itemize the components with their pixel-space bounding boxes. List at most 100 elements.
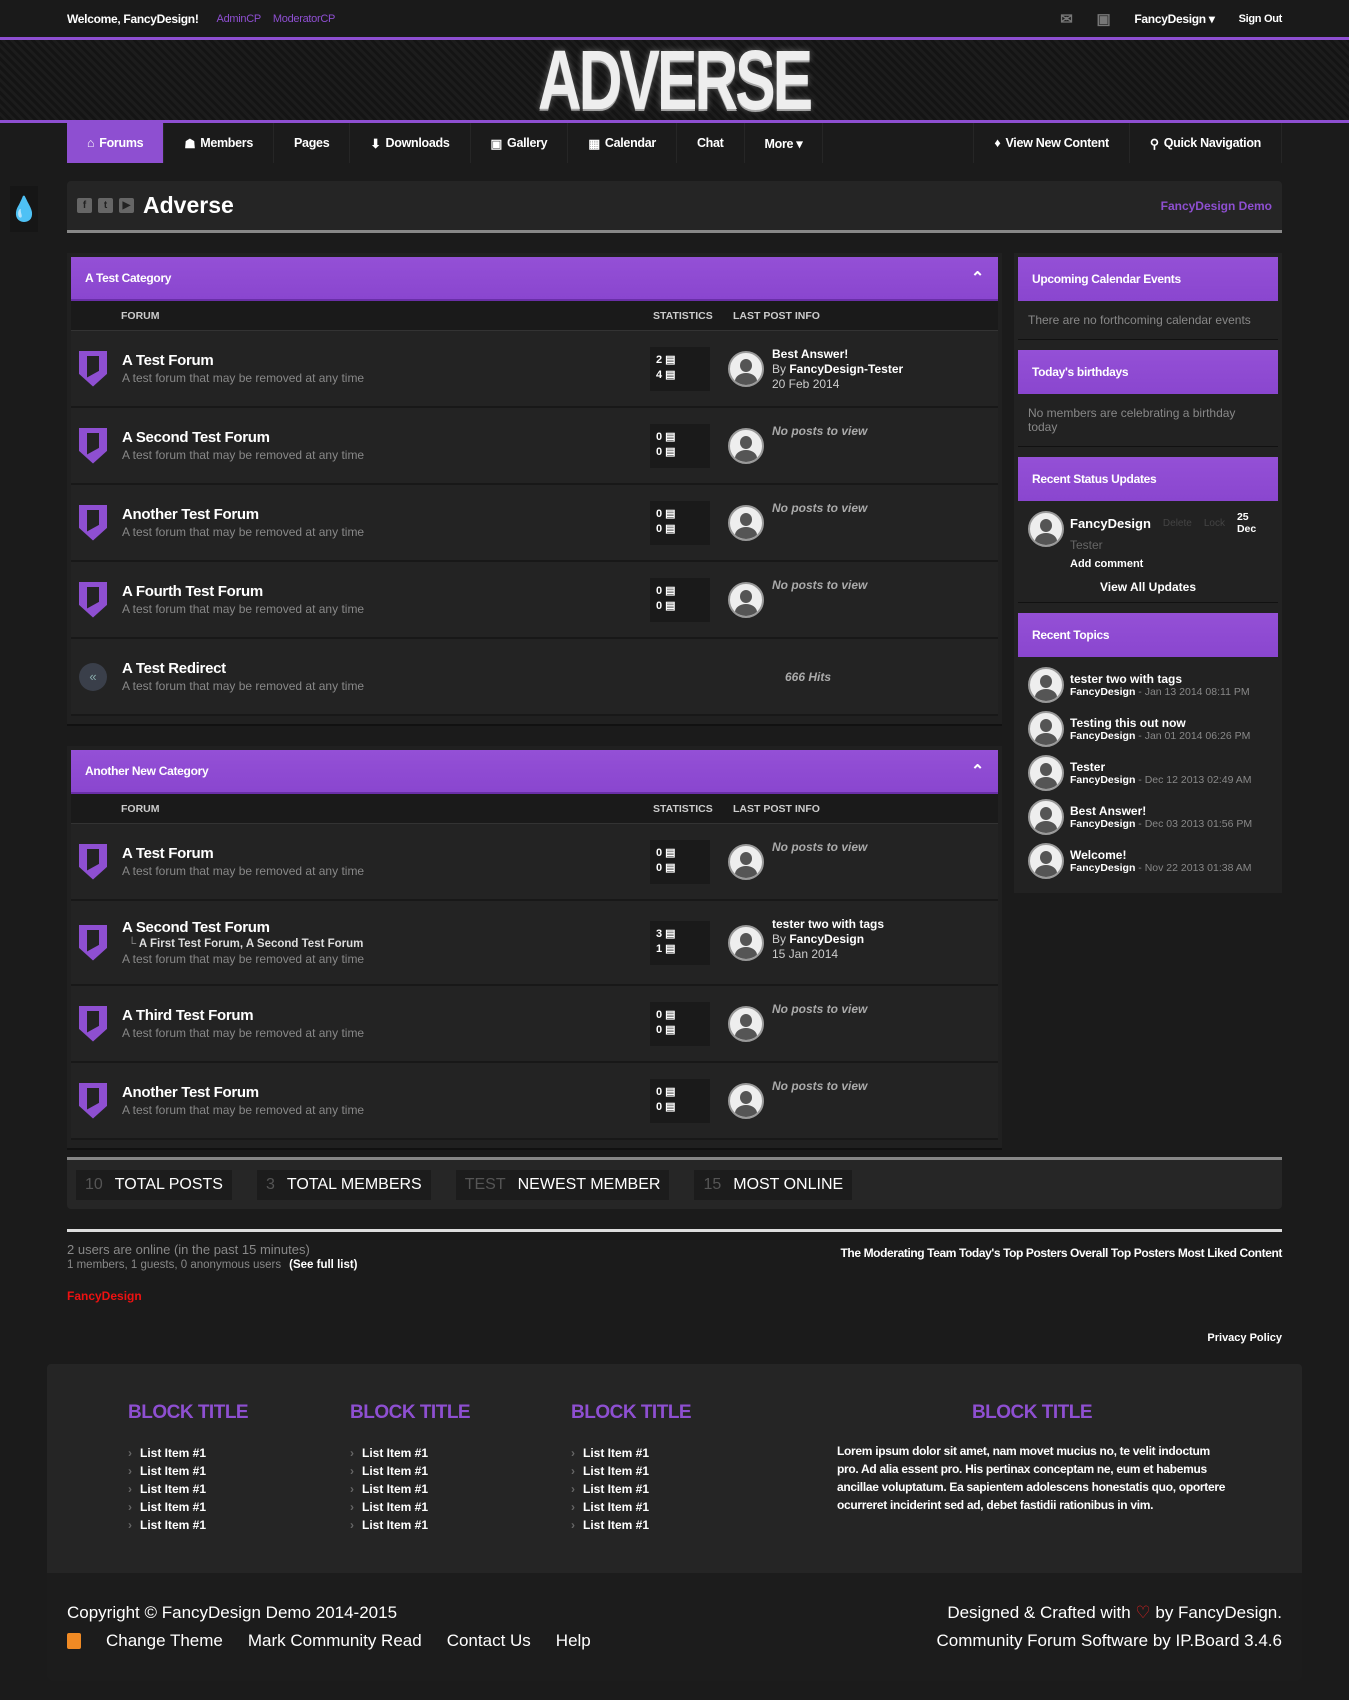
add-comment-link[interactable]: Add comment: [1070, 558, 1144, 570]
youtube-icon[interactable]: ▶: [119, 198, 134, 213]
topic-author-link[interactable]: FancyDesign: [1070, 774, 1136, 786]
last-post-author[interactable]: FancyDesign: [789, 932, 865, 946]
subforums-links[interactable]: └ A First Test Forum, A Second Test Foru…: [128, 938, 650, 950]
nav-item-calendar[interactable]: ▦ Calendar: [568, 123, 677, 163]
list-item-link[interactable]: List Item #1: [350, 1518, 470, 1532]
avatar[interactable]: [728, 1005, 764, 1042]
list-item-link[interactable]: List Item #1: [128, 1518, 248, 1532]
list-item-link[interactable]: List Item #1: [571, 1518, 691, 1532]
footer-link-contact-us[interactable]: Contact Us: [446, 1631, 531, 1650]
nav-item-forums[interactable]: ⌂ Forums: [67, 123, 165, 163]
nav-item-view-new-content[interactable]: ♦ View New Content: [974, 123, 1130, 163]
demo-link[interactable]: FancyDesign Demo: [1160, 198, 1272, 213]
last-post-title[interactable]: Best Answer!: [772, 347, 849, 361]
collapse-chevron-icon[interactable]: ⌃: [970, 763, 984, 780]
topic-author-link[interactable]: FancyDesign: [1070, 730, 1136, 742]
theme-drop-icon[interactable]: 💧: [9, 186, 39, 232]
nav-item-chat[interactable]: Chat: [677, 123, 745, 163]
lock-link[interactable]: Lock: [1203, 517, 1225, 529]
twitter-icon[interactable]: t: [98, 198, 113, 213]
nav-item-quick-navigation[interactable]: ⚲ Quick Navigation: [1130, 123, 1282, 163]
crafted-by[interactable]: by FancyDesign.: [1155, 1603, 1282, 1622]
avatar[interactable]: [728, 1082, 764, 1119]
delete-link[interactable]: Delete: [1162, 517, 1192, 529]
nav-item-pages[interactable]: Pages: [274, 123, 351, 163]
topic-title-link[interactable]: Best Answer!: [1070, 804, 1147, 818]
recent-topic[interactable]: Testing this out now FancyDesign - Jan 01…: [1018, 707, 1278, 751]
view-all-updates-link[interactable]: View All Updates: [1099, 580, 1197, 594]
list-item-link[interactable]: List Item #1: [571, 1446, 691, 1460]
category-header[interactable]: Another New Category ⌃: [71, 750, 998, 794]
category-title[interactable]: A Test Category: [85, 271, 172, 285]
list-item-link[interactable]: List Item #1: [350, 1446, 470, 1460]
rss-icon[interactable]: [67, 1633, 81, 1649]
category-title[interactable]: Another New Category: [85, 764, 209, 778]
nav-item-members[interactable]: ☗ Members: [164, 123, 275, 163]
footer-link-change-theme[interactable]: Change Theme: [106, 1631, 223, 1650]
avatar[interactable]: [728, 427, 764, 464]
list-item-link[interactable]: List Item #1: [128, 1482, 248, 1496]
subforum-names[interactable]: A First Test Forum, A Second Test Forum: [138, 938, 364, 950]
facebook-icon[interactable]: f: [77, 198, 92, 213]
last-post-author[interactable]: FancyDesign-Tester: [789, 362, 904, 376]
avatar[interactable]: [1028, 799, 1064, 835]
topic-author-link[interactable]: FancyDesign: [1070, 862, 1136, 874]
avatar[interactable]: [728, 924, 764, 961]
topic-title-link[interactable]: Tester: [1070, 760, 1106, 774]
list-item-link[interactable]: List Item #1: [571, 1500, 691, 1514]
see-full-list-link[interactable]: (See full list): [289, 1259, 358, 1271]
privacy-policy-link[interactable]: Privacy Policy: [1207, 1332, 1282, 1344]
topic-author-link[interactable]: FancyDesign: [1070, 818, 1136, 830]
avatar[interactable]: [728, 581, 764, 618]
status-user-link[interactable]: FancyDesign: [1070, 515, 1151, 531]
topic-author-link[interactable]: FancyDesign: [1070, 686, 1136, 698]
footer-link-help[interactable]: Help: [555, 1631, 591, 1650]
list-item-link[interactable]: List Item #1: [350, 1482, 470, 1496]
avatar[interactable]: [728, 350, 764, 387]
avatar[interactable]: [1028, 511, 1064, 547]
footer-link-mark-community-read[interactable]: Mark Community Read: [247, 1631, 422, 1650]
forum-name-link[interactable]: A Test Forum: [122, 352, 214, 369]
forum-name-link[interactable]: A Test Forum: [122, 845, 214, 862]
list-item-link[interactable]: List Item #1: [128, 1446, 248, 1460]
avatar[interactable]: [1028, 843, 1064, 879]
forum-name-link[interactable]: A Third Test Forum: [122, 1007, 254, 1024]
online-user[interactable]: FancyDesign: [67, 1289, 142, 1303]
avatar[interactable]: [1028, 755, 1064, 791]
category-header[interactable]: A Test Category ⌃: [71, 257, 998, 301]
leaderboard-links[interactable]: The Moderating Team Today's Top Posters …: [840, 1246, 1283, 1260]
recent-topic[interactable]: Best Answer! FancyDesign - Dec 03 2013 01…: [1018, 795, 1278, 839]
forum-name-link[interactable]: A Fourth Test Forum: [122, 583, 263, 600]
list-item-link[interactable]: List Item #1: [128, 1464, 248, 1478]
user-menu[interactable]: FancyDesign ▾: [1134, 11, 1215, 26]
list-item-link[interactable]: List Item #1: [128, 1500, 248, 1514]
avatar[interactable]: [728, 843, 764, 880]
topic-title-link[interactable]: tester two with tags: [1070, 672, 1183, 686]
sign-out-link[interactable]: Sign Out: [1238, 12, 1283, 25]
forum-name-link[interactable]: Another Test Forum: [122, 506, 259, 523]
forum-name-link[interactable]: A Test Redirect: [122, 660, 226, 677]
forum-name-link[interactable]: A Second Test Forum: [122, 919, 270, 936]
topic-title-link[interactable]: Welcome!: [1070, 848, 1127, 862]
recent-topic[interactable]: Welcome! FancyDesign - Nov 22 2013 01:38 …: [1018, 839, 1278, 883]
list-item-link[interactable]: List Item #1: [350, 1464, 470, 1478]
list-item-link[interactable]: List Item #1: [571, 1482, 691, 1496]
site-logo[interactable]: ADVERSE: [538, 33, 813, 127]
nav-item-more[interactable]: More ▾: [745, 123, 824, 163]
list-item-link[interactable]: List Item #1: [571, 1464, 691, 1478]
notifications-icon[interactable]: ▣: [1096, 10, 1111, 28]
avatar[interactable]: [1028, 711, 1064, 747]
list-item-link[interactable]: List Item #1: [350, 1500, 470, 1514]
collapse-chevron-icon[interactable]: ⌃: [970, 270, 984, 287]
recent-topic[interactable]: tester two with tags FancyDesign - Jan 13…: [1018, 663, 1278, 707]
nav-item-downloads[interactable]: ⬇ Downloads: [350, 123, 471, 163]
avatar[interactable]: [1028, 667, 1064, 703]
forum-name-link[interactable]: Another Test Forum: [122, 1084, 259, 1101]
forum-name-link[interactable]: A Second Test Forum: [122, 429, 270, 446]
last-post-title[interactable]: tester two with tags: [772, 917, 885, 931]
moderatorcp-link[interactable]: ModeratorCP: [272, 12, 336, 25]
software-credit[interactable]: Community Forum Software by IP.Board 3.4…: [936, 1631, 1282, 1650]
nav-item-gallery[interactable]: ▣ Gallery: [471, 123, 569, 163]
recent-topic[interactable]: Tester FancyDesign - Dec 12 2013 02:49 AM: [1018, 751, 1278, 795]
admincp-link[interactable]: AdminCP: [216, 12, 262, 25]
